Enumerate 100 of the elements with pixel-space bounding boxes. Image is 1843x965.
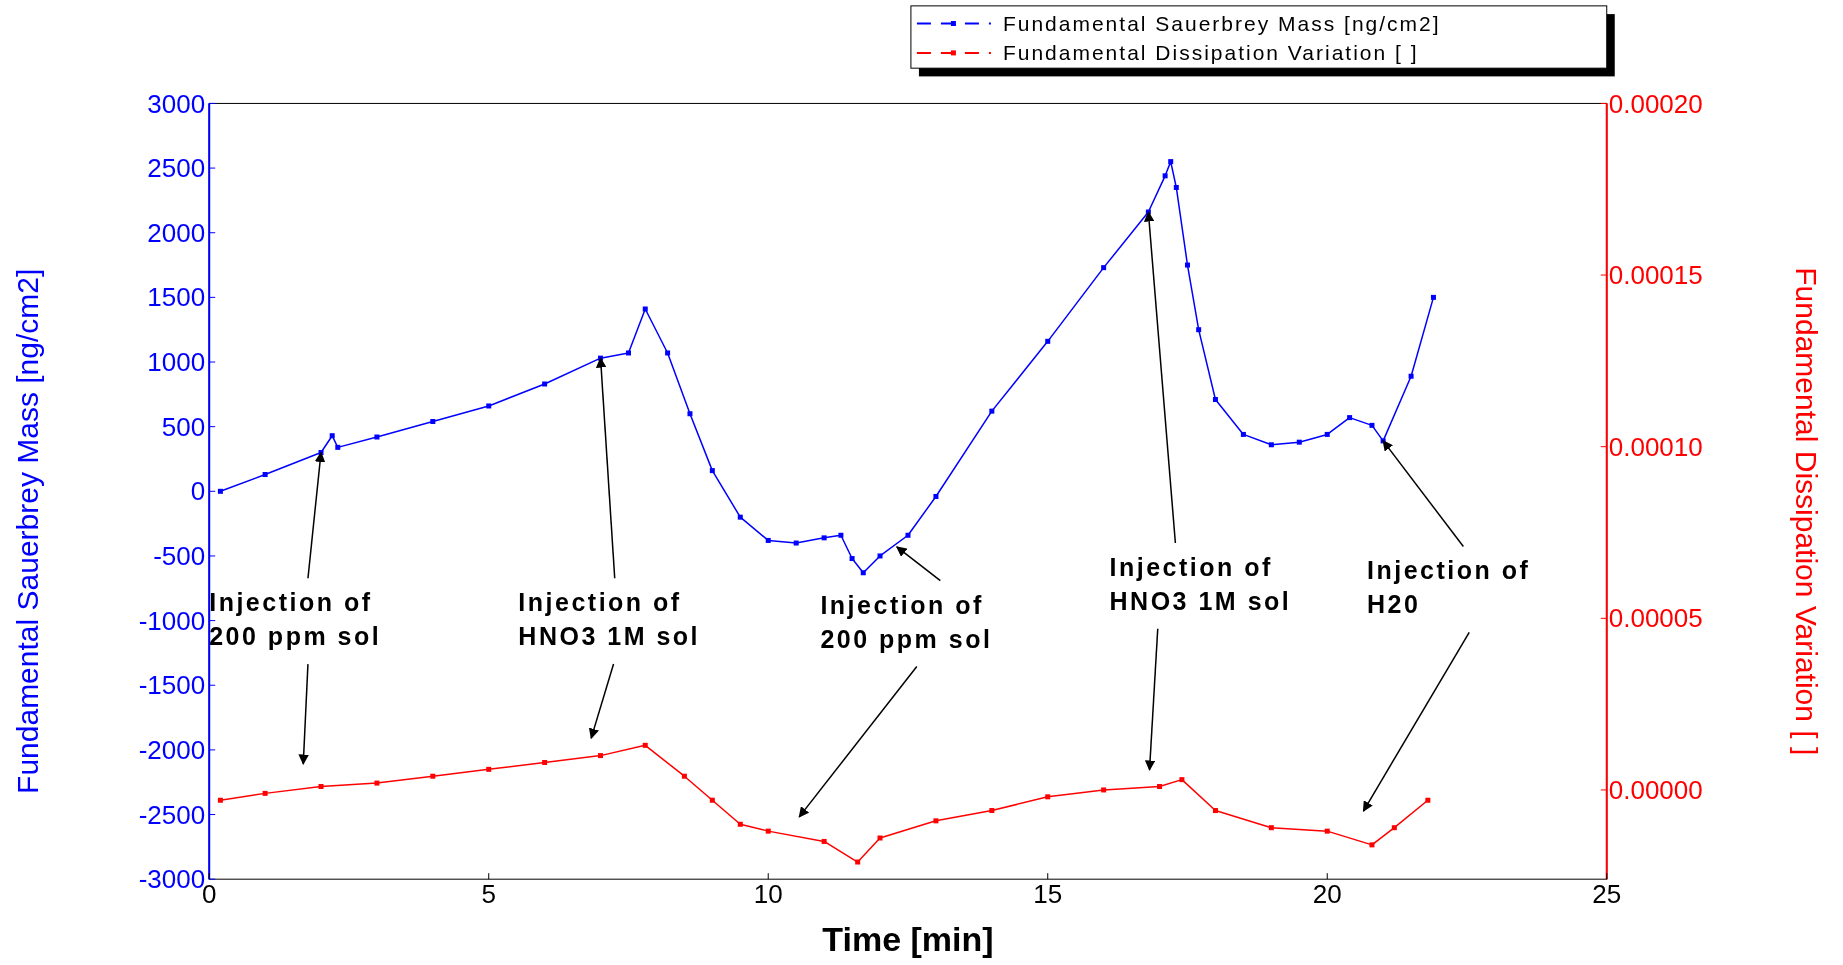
y2-tick-label: 0.00015 (1608, 260, 1703, 291)
point (642, 742, 648, 748)
y-tick-label: 3000 (147, 88, 206, 119)
y-tick-label: 0 (190, 476, 206, 507)
point (1168, 159, 1174, 165)
point (1324, 431, 1330, 437)
x-axis-title: Time [min] (822, 920, 994, 959)
y2-tick-label: 0.00005 (1608, 603, 1703, 634)
y-tick-label: -1500 (138, 670, 206, 701)
point (1045, 794, 1051, 800)
point (1268, 442, 1274, 448)
point (1347, 415, 1353, 421)
point (1430, 294, 1436, 300)
point (329, 433, 335, 439)
legend-label: Fundamental Dissipation Variation [ ] (1002, 41, 1419, 65)
point (709, 468, 715, 474)
y-tick-label: -500 (153, 541, 206, 572)
point (860, 570, 866, 576)
y2-tick-label: 0.00020 (1608, 88, 1703, 119)
point (262, 472, 268, 477)
point (1369, 842, 1375, 848)
point (542, 759, 548, 765)
y-axis-title: Fundamental Sauerbrey Mass [ng/cm2] (10, 268, 44, 794)
point (765, 828, 771, 834)
point (793, 540, 799, 546)
y2-tick-label: 0.00000 (1608, 775, 1703, 806)
point (737, 514, 743, 520)
point (821, 535, 827, 541)
point (1425, 797, 1431, 803)
point (262, 790, 268, 796)
point (430, 773, 436, 779)
point (765, 537, 771, 543)
point (849, 556, 855, 562)
point (737, 821, 743, 827)
x-tick-label: 15 (1033, 879, 1063, 910)
x-tick-label: 25 (1592, 879, 1622, 910)
y-tick-label: 2500 (147, 153, 206, 184)
annotation: Injection of 200 ppm sol (209, 588, 382, 651)
point (625, 350, 631, 356)
point (681, 773, 687, 779)
y-tick-label: -2500 (138, 799, 206, 830)
y2-axis-title: Fundamental Dissipation Variation [ ] (1789, 267, 1823, 756)
x-tick-label: 20 (1312, 879, 1342, 910)
annotation: Injection of H20 (1366, 556, 1531, 619)
point (905, 532, 911, 538)
point (933, 493, 939, 499)
point (598, 753, 604, 759)
point (1391, 825, 1397, 831)
point (821, 838, 827, 844)
y2-tick-label: 0.00010 (1608, 431, 1703, 462)
x-tick-label: 10 (753, 879, 783, 910)
y-tick-label: 500 (161, 411, 206, 442)
annotation: Injection of HNO3 1M sol (1109, 552, 1292, 615)
y-tick-label: -2000 (138, 734, 206, 765)
point (1184, 262, 1190, 268)
point (217, 488, 223, 494)
point (1296, 439, 1302, 445)
point (1173, 184, 1179, 190)
point (1179, 777, 1185, 783)
point (989, 808, 995, 814)
point (989, 408, 995, 414)
point (1369, 422, 1375, 428)
point (838, 532, 844, 538)
point (1324, 828, 1330, 834)
point (1240, 431, 1246, 437)
point (877, 835, 883, 841)
x-tick-label: 5 (481, 879, 496, 910)
y-tick-label: 1000 (147, 347, 206, 378)
point (318, 784, 324, 790)
annotation: Injection of HNO3 1M sol (518, 588, 701, 651)
point (1045, 338, 1051, 344)
point (665, 350, 671, 356)
point (430, 418, 436, 424)
y-tick-label: 1500 (147, 282, 206, 313)
point (1212, 397, 1218, 403)
point (933, 818, 939, 824)
point (1268, 825, 1274, 831)
point (1162, 173, 1168, 179)
point (1157, 784, 1163, 790)
legend-label: Fundamental Sauerbrey Mass [ng/cm2] (1002, 11, 1441, 35)
point (542, 381, 548, 387)
point (486, 403, 492, 409)
point (855, 859, 861, 865)
annotation: Injection of 200 ppm sol (820, 590, 993, 653)
point (1196, 327, 1202, 333)
point (709, 797, 715, 803)
point (217, 797, 223, 803)
point (1101, 787, 1107, 793)
point (374, 434, 380, 440)
point (374, 780, 380, 786)
y-tick-label: 2000 (147, 217, 206, 248)
point (1212, 808, 1218, 814)
point (335, 444, 341, 450)
point (1408, 373, 1414, 379)
point (642, 306, 648, 312)
y-tick-label: -1000 (138, 605, 206, 636)
point (1101, 265, 1107, 271)
point (877, 553, 883, 559)
point (687, 411, 693, 417)
point (486, 766, 492, 772)
